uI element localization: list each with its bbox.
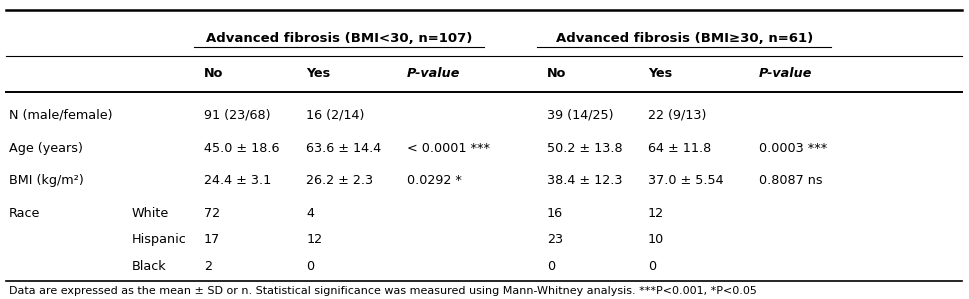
Text: White: White	[132, 207, 169, 220]
Text: 24.4 ± 3.1: 24.4 ± 3.1	[203, 174, 271, 187]
Text: 16: 16	[547, 207, 562, 220]
Text: 16 (2/14): 16 (2/14)	[306, 109, 364, 122]
Text: P-value: P-value	[758, 68, 811, 80]
Text: 0.8087 ns: 0.8087 ns	[758, 174, 822, 187]
Text: Yes: Yes	[306, 68, 330, 80]
Text: No: No	[547, 68, 566, 80]
Text: 50.2 ± 13.8: 50.2 ± 13.8	[547, 141, 622, 155]
Text: 23: 23	[547, 233, 562, 246]
Text: Age (years): Age (years)	[9, 141, 83, 155]
Text: 38.4 ± 12.3: 38.4 ± 12.3	[547, 174, 621, 187]
Text: 17: 17	[203, 233, 220, 246]
Text: Hispanic: Hispanic	[132, 233, 186, 246]
Text: 26.2 ± 2.3: 26.2 ± 2.3	[306, 174, 373, 187]
Text: 91 (23/68): 91 (23/68)	[203, 109, 270, 122]
Text: 4: 4	[306, 207, 314, 220]
Text: N (male/female): N (male/female)	[9, 109, 112, 122]
Text: 72: 72	[203, 207, 220, 220]
Text: 12: 12	[306, 233, 322, 246]
Text: BMI (kg/m²): BMI (kg/m²)	[9, 174, 83, 187]
Text: Advanced fibrosis (BMI≥30, n=61): Advanced fibrosis (BMI≥30, n=61)	[555, 32, 812, 45]
Text: 64 ± 11.8: 64 ± 11.8	[647, 141, 710, 155]
Text: No: No	[203, 68, 223, 80]
Text: Data are expressed as the mean ± SD or n. Statistical significance was measured : Data are expressed as the mean ± SD or n…	[9, 286, 756, 296]
Text: 0.0292 *: 0.0292 *	[406, 174, 461, 187]
Text: 39 (14/25): 39 (14/25)	[547, 109, 612, 122]
Text: 10: 10	[647, 233, 664, 246]
Text: 0.0003 ***: 0.0003 ***	[758, 141, 827, 155]
Text: 0: 0	[647, 260, 655, 273]
Text: 22 (9/13): 22 (9/13)	[647, 109, 705, 122]
Text: 37.0 ± 5.54: 37.0 ± 5.54	[647, 174, 723, 187]
Text: Race: Race	[9, 207, 41, 220]
Text: P-value: P-value	[406, 68, 459, 80]
Text: 45.0 ± 18.6: 45.0 ± 18.6	[203, 141, 279, 155]
Text: 0: 0	[306, 260, 314, 273]
Text: Advanced fibrosis (BMI<30, n=107): Advanced fibrosis (BMI<30, n=107)	[205, 32, 472, 45]
Text: Yes: Yes	[647, 68, 672, 80]
Text: < 0.0001 ***: < 0.0001 ***	[406, 141, 489, 155]
Text: 63.6 ± 14.4: 63.6 ± 14.4	[306, 141, 381, 155]
Text: Black: Black	[132, 260, 166, 273]
Text: 12: 12	[647, 207, 664, 220]
Text: 0: 0	[547, 260, 554, 273]
Text: 2: 2	[203, 260, 212, 273]
